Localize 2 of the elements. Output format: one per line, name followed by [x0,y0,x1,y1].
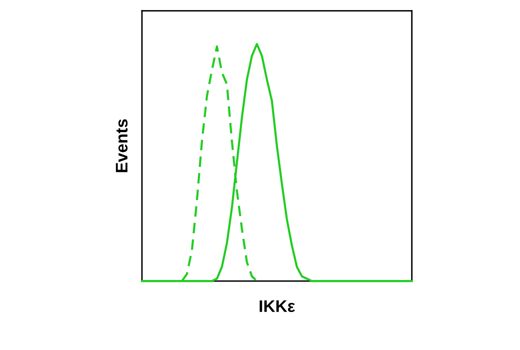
x-axis-title: IKKε [260,300,295,312]
y-axis-title: Events [116,119,128,172]
